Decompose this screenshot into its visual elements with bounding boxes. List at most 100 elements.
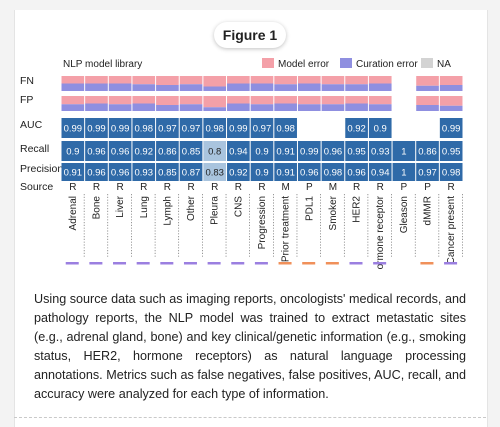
precision-cell — [61, 163, 85, 181]
category-label: Gleason — [399, 196, 410, 233]
auc-value: 0.99 — [64, 124, 83, 135]
recall-cell — [179, 141, 203, 161]
fn-curation-error-bar — [132, 84, 156, 91]
fn-model-error-bar — [274, 76, 297, 85]
fp-curation-error-bar — [274, 103, 297, 111]
fn-curation-error-bar — [85, 83, 108, 91]
auc-cell — [368, 118, 392, 138]
auc-value: 0.99 — [87, 124, 106, 135]
category-label: Prior treatment — [281, 196, 292, 262]
bottom-mark — [373, 262, 387, 265]
recall-cell — [85, 141, 108, 161]
fp-model-error-bar — [156, 96, 179, 105]
fn-model-error-bar — [61, 76, 85, 84]
fn-model-error-bar — [250, 76, 274, 84]
fp-curation-error-bar — [250, 104, 274, 111]
recall-cell — [203, 141, 227, 161]
precision-value: 0.87 — [182, 168, 201, 179]
bottom-mark — [136, 262, 150, 265]
precision-value: 0.98 — [324, 168, 343, 179]
precision-cell — [345, 163, 368, 181]
fp-model-error-bar — [416, 96, 439, 105]
recall-value: 0.96 — [111, 147, 130, 158]
fn-curation-error-bar — [297, 83, 321, 91]
precision-value: 0.97 — [418, 168, 437, 179]
source-value: R — [117, 182, 124, 193]
row-label: Precision — [20, 163, 63, 175]
recall-value: 1 — [401, 147, 406, 158]
category-label: Cancer present — [446, 196, 457, 265]
fn-model-error-bar — [203, 76, 227, 87]
recall-cell — [108, 141, 132, 161]
fp-curation-error-bar — [297, 104, 321, 111]
precision-value: 0.96 — [300, 168, 319, 179]
auc-cell — [274, 118, 297, 138]
row-label: AUC — [20, 119, 43, 131]
recall-value: 0.9 — [255, 147, 268, 158]
fp-model-error-bar — [439, 96, 463, 106]
category-label: Other — [186, 195, 197, 221]
source-value: R — [211, 182, 218, 193]
fp-model-error-bar — [321, 96, 345, 105]
auc-value: 0.97 — [158, 124, 177, 135]
precision-value: 0.94 — [371, 168, 390, 179]
category-label: Adrenal — [68, 196, 79, 230]
precision-cell — [392, 163, 416, 181]
auc-value: 0.97 — [182, 124, 201, 135]
legend-swatch — [262, 58, 274, 68]
fn-curation-error-bar — [108, 83, 132, 91]
recall-value: 0.99 — [300, 147, 319, 158]
recall-value: 0.95 — [442, 147, 461, 158]
source-value: P — [424, 182, 431, 193]
bottom-mark — [160, 262, 174, 265]
fp-curation-error-bar — [368, 104, 392, 111]
recall-cell — [439, 141, 463, 161]
fn-model-error-bar — [368, 76, 392, 84]
fn-model-error-bar — [85, 76, 108, 84]
recall-value: 0.96 — [324, 147, 343, 158]
recall-value: 0.91 — [276, 147, 295, 158]
fp-curation-error-bar — [227, 103, 250, 111]
precision-cell — [85, 163, 108, 181]
fp-model-error-bar — [203, 96, 227, 108]
fp-model-error-bar — [250, 96, 274, 105]
category-label: Progression — [257, 196, 268, 249]
bottom-mark — [207, 262, 221, 265]
bottom-mark — [254, 262, 268, 265]
bottom-mark — [89, 262, 103, 265]
fn-model-error-bar — [439, 76, 463, 85]
auc-cell — [203, 118, 227, 138]
auc-cell — [156, 118, 179, 138]
legend-label: Model error — [278, 59, 330, 70]
source-value: R — [187, 182, 194, 193]
precision-value: 1 — [401, 168, 406, 179]
bottom-mark — [349, 262, 363, 265]
fp-model-error-bar — [368, 96, 392, 105]
bottom-divider — [14, 417, 486, 418]
precision-cell — [203, 163, 227, 181]
heatmap-chart: NLP model library Model error Curation err… — [20, 58, 463, 269]
precision-value: 0.98 — [442, 168, 461, 179]
source-value: R — [353, 182, 360, 193]
fp-curation-error-bar — [108, 104, 132, 111]
precision-value: 0.96 — [87, 168, 106, 179]
figure-caption: Using source data such as imaging report… — [34, 292, 466, 401]
precision-cell — [179, 163, 203, 181]
category-label: Smoker — [328, 195, 339, 230]
recall-cell — [345, 141, 368, 161]
fp-curation-error-bar — [203, 107, 227, 111]
recall-value: 0.8 — [208, 147, 221, 158]
source-value: R — [93, 182, 100, 193]
recall-cell — [132, 141, 156, 161]
precision-cell — [108, 163, 132, 181]
auc-cell — [227, 118, 250, 138]
fn-model-error-bar — [108, 76, 132, 84]
fp-model-error-bar — [108, 96, 132, 105]
recall-cell — [297, 141, 321, 161]
legend-swatch — [340, 58, 352, 68]
recall-cell — [156, 141, 179, 161]
auc-cell — [345, 118, 368, 138]
category-label: Lung — [139, 196, 150, 218]
fp-model-error-bar — [179, 96, 203, 105]
source-value: R — [69, 182, 76, 193]
